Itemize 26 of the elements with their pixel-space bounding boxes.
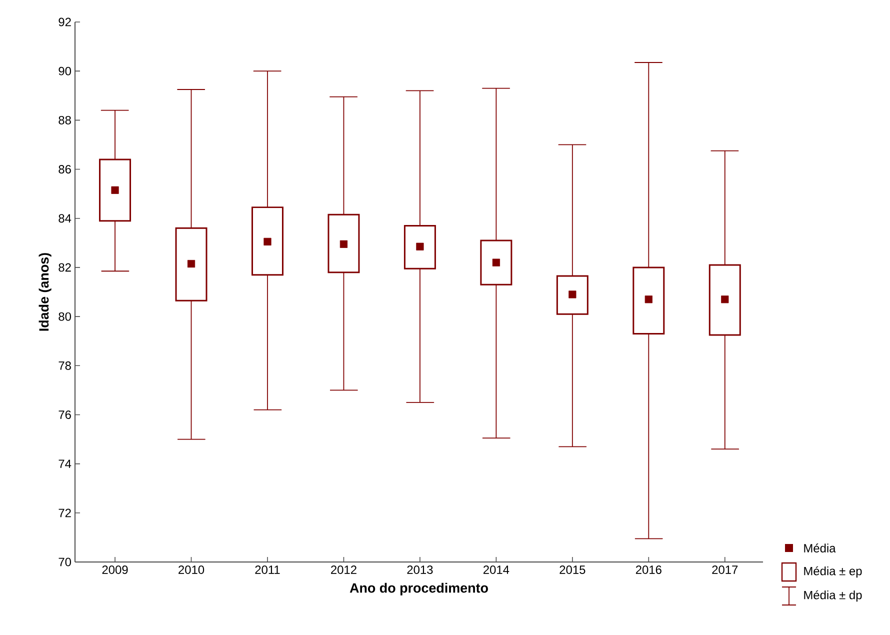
x-tick-label: 2012 — [331, 566, 356, 574]
x-axis-title: Ano do procedimento — [350, 582, 488, 596]
y-tick-label: 70 — [58, 558, 72, 566]
text: Média ± dp — [804, 590, 862, 602]
x-tick-label: 2011 — [255, 566, 280, 574]
text: Média ± ep — [804, 566, 862, 578]
y-tick-label: 86 — [58, 165, 71, 174]
y-tick-label: 74 — [58, 460, 72, 468]
y-tick-label: 78 — [58, 361, 71, 370]
y-tick-label: 84 — [58, 214, 72, 223]
x-tick-label: 2017 — [712, 566, 738, 574]
y-axis-title: Idade (anos) — [38, 253, 52, 331]
y-tick-label: 92 — [58, 18, 71, 26]
x-tick-label: 2013 — [407, 566, 433, 574]
x-tick-label: 2014 — [483, 566, 510, 574]
y-tick-label: 82 — [58, 263, 71, 272]
y-tick-label: 90 — [58, 66, 72, 76]
y-tick-label: 80 — [58, 312, 72, 321]
x-tick-label: 2010 — [178, 566, 204, 574]
x-tick-label: 2009 — [102, 566, 128, 574]
y-tick-label: 76 — [58, 410, 71, 419]
text: Média — [804, 544, 836, 552]
y-tick-label: 72 — [58, 508, 71, 518]
x-tick-label: 2015 — [560, 566, 586, 574]
x-tick-label: 2016 — [636, 566, 662, 574]
y-tick-label: 88 — [58, 116, 71, 124]
